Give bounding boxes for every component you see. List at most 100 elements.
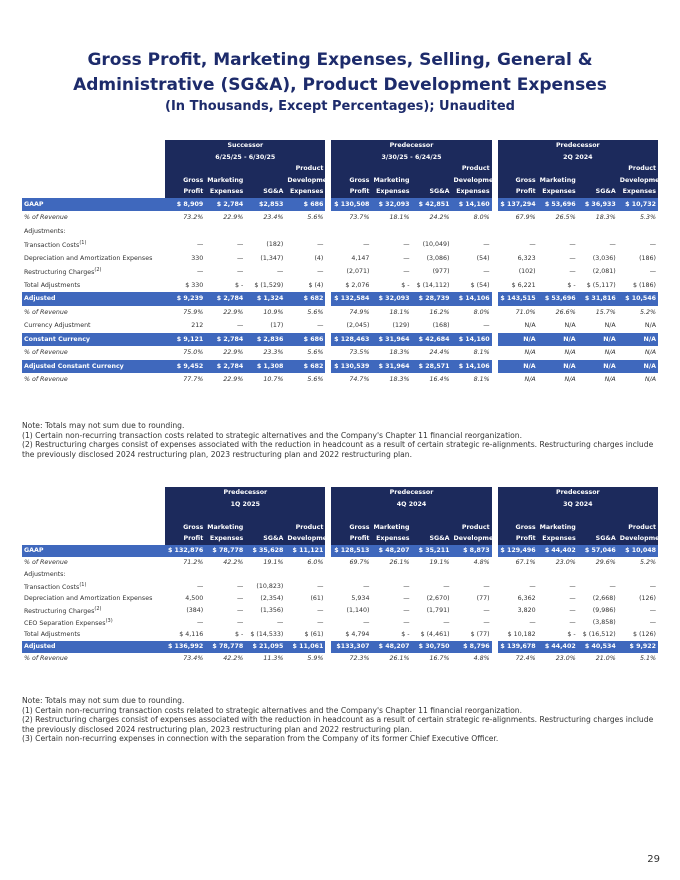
- column-header: Marketing: [205, 521, 246, 533]
- cell: N/A: [564, 376, 576, 384]
- cell: 18.3%: [389, 376, 410, 384]
- gap: [491, 163, 498, 175]
- cell: 18.1%: [389, 214, 410, 222]
- cell: 6,323: [517, 254, 536, 262]
- row-label: GAAP: [22, 197, 166, 211]
- cell: —: [237, 607, 244, 614]
- footnote-marker: (1): [79, 240, 87, 247]
- column-header: [371, 163, 412, 175]
- gap: [325, 197, 332, 211]
- cell: 75.0%: [183, 349, 204, 357]
- data-row: % of Revenue 75.0% 22.9% 23.3% 5.6% 73.5% 18.3…: [22, 346, 658, 360]
- gap: [325, 346, 332, 360]
- cell: $ (5,117): [586, 281, 616, 289]
- cell: $ (1,529): [254, 281, 284, 289]
- data-row: GAAP $ 8,909 $ 2,784 $2,853 $ 686 $ 130,508 $ …: [22, 197, 658, 211]
- cell: 77.7%: [183, 376, 204, 384]
- gap: [325, 278, 332, 292]
- cell: [245, 225, 285, 239]
- column-header: SG&A: [411, 186, 452, 198]
- gap: [325, 140, 332, 152]
- cell: [285, 569, 325, 581]
- cell: $ (186): [633, 281, 656, 289]
- gap: [491, 174, 498, 186]
- cell: —: [277, 619, 284, 626]
- column-header: [537, 163, 578, 175]
- column-header: Gross: [165, 521, 206, 533]
- column-header: Profit: [165, 186, 206, 198]
- cell: —: [196, 241, 204, 249]
- cell: —: [609, 241, 616, 249]
- footnote-marker: (1): [79, 581, 87, 588]
- group-label: Predecessor: [165, 487, 326, 499]
- gap: [491, 305, 498, 319]
- cell: $ 78,778: [205, 544, 246, 557]
- cell: 16.2%: [429, 308, 450, 316]
- cell: —: [483, 607, 490, 614]
- cell: $133,307: [331, 640, 372, 653]
- cell: 73.4%: [183, 655, 204, 662]
- cell: $ 9,452: [165, 359, 206, 373]
- cell: N/A: [497, 359, 538, 373]
- row-label: Adjustments:: [22, 225, 165, 239]
- cell: $ -: [235, 281, 244, 289]
- column-header: [331, 163, 372, 175]
- note: (2) Restructuring charges consist of exp…: [22, 715, 654, 734]
- gap: [325, 510, 332, 522]
- cell: [331, 225, 371, 239]
- cell: —: [363, 241, 370, 249]
- cell: N/A: [524, 322, 536, 330]
- cell: —: [317, 583, 324, 590]
- column-header: Profit: [165, 533, 206, 545]
- column-header: Marketing: [371, 174, 412, 186]
- cell: (977): [432, 268, 450, 276]
- cell: 67.1%: [515, 559, 536, 566]
- row-label-text: % of Revenue: [24, 376, 68, 384]
- blank: [22, 163, 165, 175]
- cell: $ 130,508: [331, 197, 372, 211]
- cell: $ 128,513: [331, 544, 372, 557]
- cell: (126): [639, 595, 656, 602]
- cell: 8.1%: [473, 376, 490, 384]
- cell: —: [649, 607, 656, 614]
- cell: [331, 569, 371, 581]
- row-label-text: Adjusted Constant Currency: [24, 362, 124, 370]
- cell: (2,668): [592, 595, 616, 602]
- cell: 26.1%: [389, 655, 410, 662]
- gap: [491, 616, 498, 629]
- group-label: Predecessor: [497, 140, 658, 152]
- column-header: [577, 174, 618, 186]
- cell: $ 128,463: [331, 332, 372, 346]
- cell: $ (54): [470, 281, 490, 289]
- column-header: Product: [617, 521, 658, 533]
- column-header-row: Product Product Product: [22, 163, 658, 175]
- column-header: Product: [451, 521, 492, 533]
- row-label: % of Revenue: [22, 373, 165, 387]
- cell: (2,045): [346, 322, 370, 330]
- gap: [491, 211, 498, 225]
- column-header: SG&A: [577, 186, 618, 198]
- group-label: Predecessor: [497, 487, 658, 499]
- cell: —: [483, 583, 490, 590]
- cell: $ 10,546: [617, 292, 658, 306]
- data-row: CEO Separation Expenses(3) — — — — — — — — — — (3,8…: [22, 616, 658, 629]
- cell: 16.4%: [429, 376, 450, 384]
- cell: $ 8,873: [451, 544, 492, 557]
- cell: $ 35,211: [411, 544, 452, 557]
- blank: [22, 140, 165, 152]
- column-header: Expenses: [537, 533, 578, 545]
- cell: [412, 569, 452, 581]
- cell: N/A: [617, 332, 658, 346]
- cell: 23.0%: [555, 655, 576, 662]
- cell: [538, 225, 578, 239]
- cell: 10.9%: [263, 308, 284, 316]
- cell: —: [403, 607, 410, 614]
- cell: 22.9%: [223, 214, 244, 222]
- cell: 10.7%: [263, 376, 284, 384]
- cell: 29.6%: [595, 559, 616, 566]
- cell: $ (61): [304, 631, 324, 638]
- cell: [371, 225, 411, 239]
- cell: $ 31,964: [371, 359, 412, 373]
- gap: [491, 197, 498, 211]
